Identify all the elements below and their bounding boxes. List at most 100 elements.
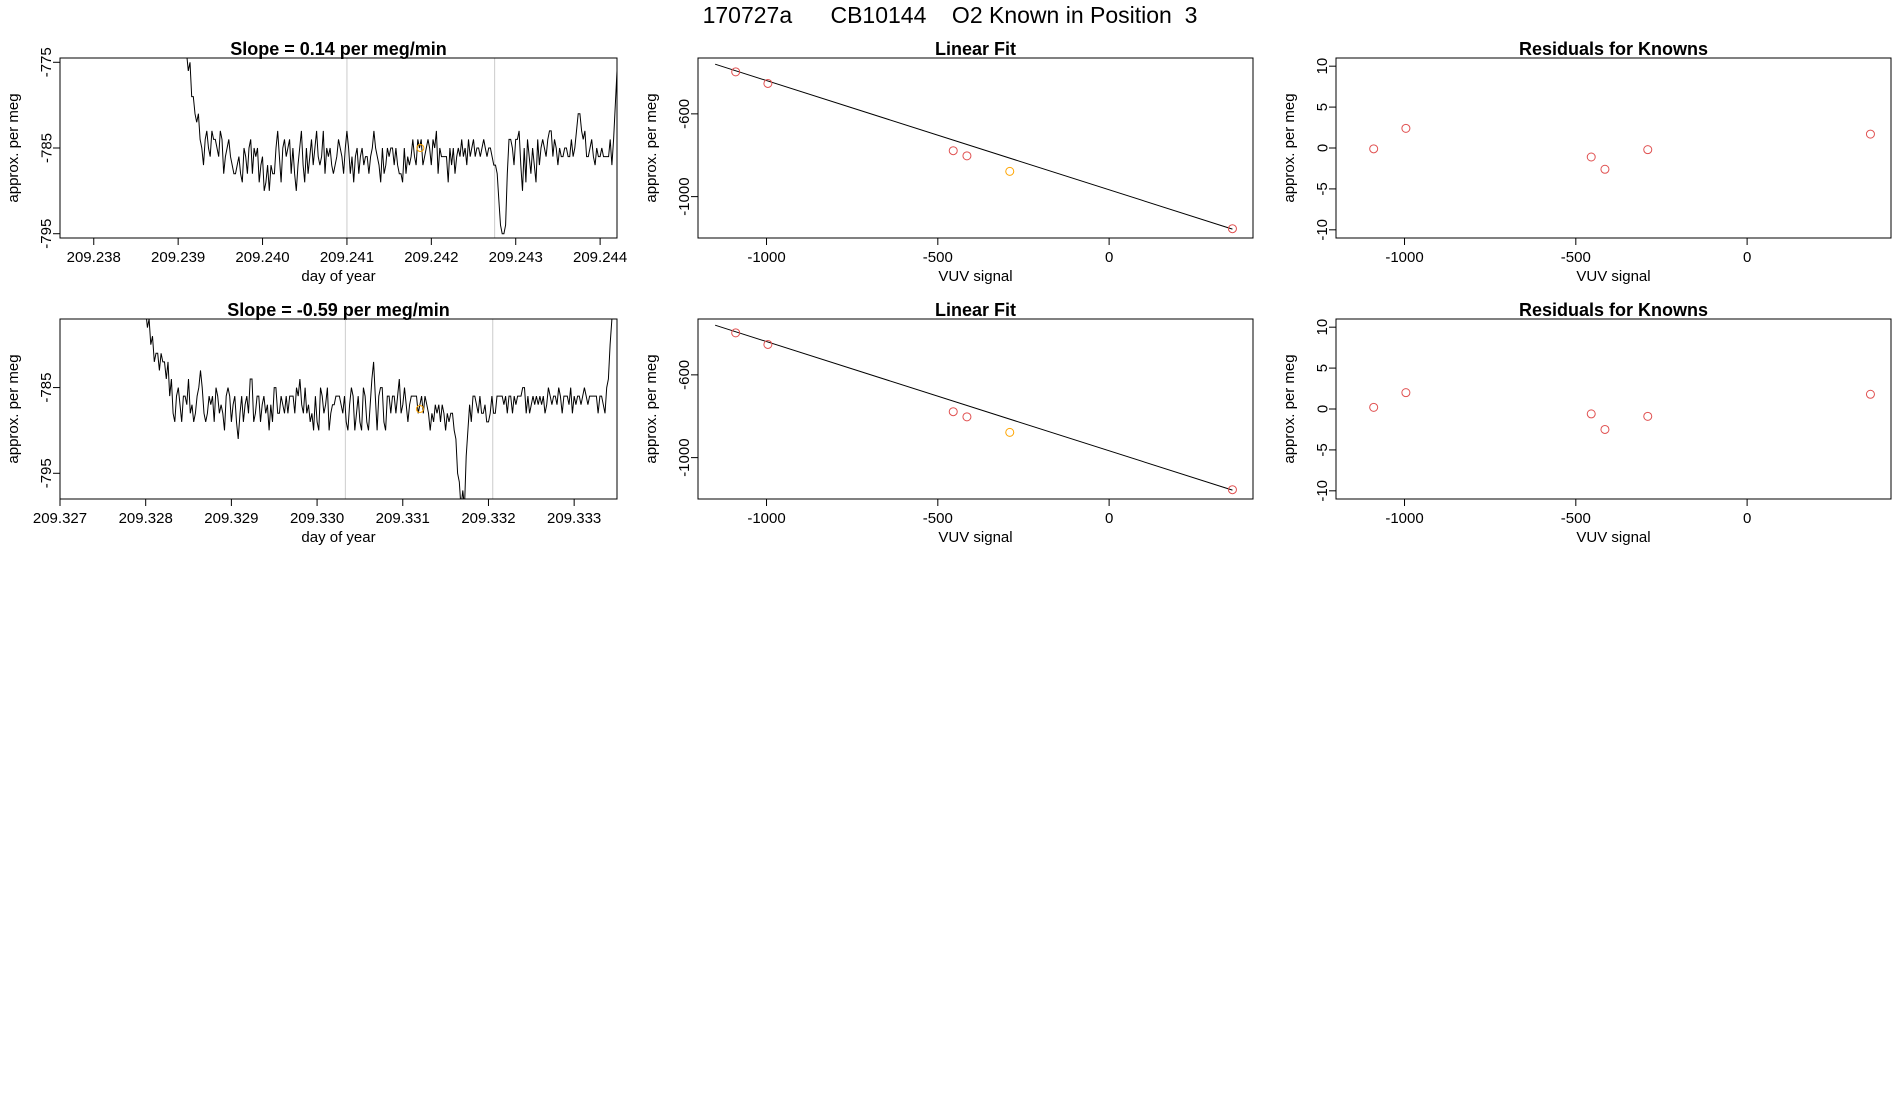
x-tick-label: -500 [923, 510, 953, 527]
y-tick-label: 5 [1314, 103, 1331, 111]
x-axis-label: VUV signal [938, 529, 1012, 546]
x-tick-label: 209.328 [119, 510, 173, 527]
data-point [1865, 129, 1875, 139]
series-line [146, 319, 613, 499]
x-tick-label: -1000 [1385, 249, 1423, 266]
y-tick-label: -785 [38, 373, 55, 403]
plot-area [714, 324, 1237, 495]
x-tick-label: 209.242 [404, 249, 458, 266]
data-point [1369, 144, 1379, 154]
x-tick-label: 209.240 [235, 249, 289, 266]
y-axis-label: approx. per meg [5, 93, 22, 202]
chart-title: Residuals for Knowns [1519, 300, 1708, 320]
data-point [1005, 166, 1015, 176]
residuals-panel-1: Residuals for Knowns -1000 -500 0 VUV signal… [1281, 39, 1892, 285]
x-tick-label: -1000 [1385, 510, 1423, 527]
data-point [962, 151, 972, 161]
plot-area [1369, 123, 1875, 174]
x-tick-label: 209.331 [376, 510, 430, 527]
y-tick-label: -5 [1314, 182, 1331, 195]
x-axis-label: day of year [301, 529, 375, 546]
y-tick-label: -1000 [676, 177, 693, 215]
plot-area [714, 63, 1237, 234]
x-tick-label: -1000 [747, 510, 785, 527]
chart-title: Residuals for Knowns [1519, 39, 1708, 59]
residuals-panel-2: Residuals for Knowns -1000 -500 0 VUV signal… [1281, 300, 1892, 546]
x-tick-label: 0 [1105, 510, 1113, 527]
y-axis-label: approx. per meg [643, 93, 660, 202]
plot-area [1369, 388, 1875, 434]
y-tick-label: 5 [1314, 364, 1331, 372]
data-point [1227, 224, 1237, 234]
x-tick-label: 0 [1743, 249, 1751, 266]
x-tick-label: 209.238 [67, 249, 121, 266]
y-tick-label: -10 [1314, 219, 1331, 241]
data-point [1227, 485, 1237, 495]
y-tick-label: -600 [676, 360, 693, 390]
x-axis-label: VUV signal [1576, 268, 1650, 285]
data-point [763, 78, 773, 88]
y-tick-label: -5 [1314, 443, 1331, 456]
x-tick-label: -500 [1561, 510, 1591, 527]
data-point [731, 328, 741, 338]
x-axis-label: VUV signal [938, 268, 1012, 285]
data-point [1600, 424, 1610, 434]
y-tick-label: 0 [1314, 144, 1331, 152]
x-tick-label: 209.332 [461, 510, 515, 527]
fit-line [714, 63, 1233, 230]
y-tick-label: -10 [1314, 480, 1331, 502]
chart-title: Linear Fit [935, 39, 1016, 59]
y-axis-label: approx. per meg [1281, 354, 1298, 463]
y-tick-label: -1000 [676, 438, 693, 476]
x-tick-label: -500 [1561, 249, 1591, 266]
timeseries-panel-1: Slope = 0.14 per meg/min 209.238 209.239 20… [5, 39, 627, 285]
data-point [1401, 388, 1411, 398]
y-axis-label: approx. per meg [5, 354, 22, 463]
x-axis-label: VUV signal [1576, 529, 1650, 546]
data-point [1586, 409, 1596, 419]
chart-title: Slope = 0.14 per meg/min [230, 39, 447, 59]
chart-title: Linear Fit [935, 300, 1016, 320]
data-point [1643, 411, 1653, 421]
page-title: 170727a CB10144 O2 Known in Position 3 [702, 2, 1198, 28]
x-tick-label: 209.330 [290, 510, 344, 527]
x-tick-label: 209.243 [489, 249, 543, 266]
fit-line [714, 324, 1233, 491]
data-point [731, 67, 741, 77]
data-point [1369, 402, 1379, 412]
y-tick-label: -775 [38, 47, 55, 77]
plot-area [146, 319, 613, 499]
data-point [1865, 389, 1875, 399]
y-tick-label: -785 [38, 133, 55, 163]
y-tick-label: -600 [676, 99, 693, 129]
x-tick-label: 0 [1105, 249, 1113, 266]
x-tick-label: 209.239 [151, 249, 205, 266]
data-point [1643, 145, 1653, 155]
plot-area [186, 58, 617, 235]
x-tick-label: 209.329 [204, 510, 258, 527]
y-tick-label: -795 [38, 219, 55, 249]
highlight-point [416, 144, 425, 152]
data-point [1005, 427, 1015, 437]
y-axis-label: approx. per meg [1281, 93, 1298, 202]
x-tick-label: -1000 [747, 249, 785, 266]
data-point [1600, 164, 1610, 174]
timeseries-panel-2: Slope = -0.59 per meg/min 209.327 209.328 2… [5, 300, 618, 546]
linear-fit-panel-2: Linear Fit -1000 -500 0 VUV signal -600 -1000 a… [643, 300, 1254, 546]
y-tick-label: 0 [1314, 405, 1331, 413]
x-axis-label: day of year [301, 268, 375, 285]
plot-frame [1335, 318, 1892, 500]
y-tick-label: 10 [1314, 319, 1331, 336]
x-tick-label: 209.333 [547, 510, 601, 527]
highlight-point [415, 405, 424, 413]
chart-title: Slope = -0.59 per meg/min [227, 300, 450, 320]
y-tick-label: 10 [1314, 58, 1331, 75]
x-tick-label: -500 [923, 249, 953, 266]
x-tick-label: 209.327 [33, 510, 87, 527]
series-line [186, 58, 617, 235]
y-tick-label: -795 [38, 458, 55, 488]
x-tick-label: 209.244 [573, 249, 627, 266]
data-point [763, 339, 773, 349]
x-tick-label: 209.241 [320, 249, 374, 266]
linear-fit-panel-1: Linear Fit -1000 -500 0 VUV signal -600 -1000 a… [643, 39, 1254, 285]
